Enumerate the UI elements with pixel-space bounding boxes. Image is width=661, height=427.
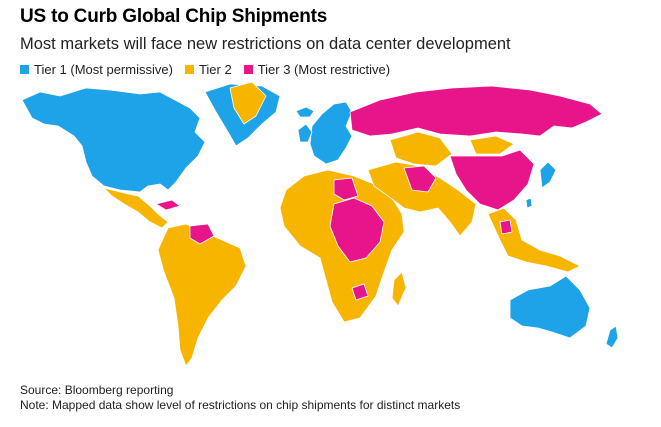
legend-label-tier-1: Tier 1 (Most permissive) bbox=[34, 62, 173, 77]
region-iran-afghanistan bbox=[403, 165, 437, 193]
region-iceland bbox=[295, 106, 315, 118]
source-note: Source: Bloomberg reporting bbox=[20, 383, 174, 397]
region-central-africa-tier3 bbox=[329, 197, 385, 263]
legend-swatch-tier-2 bbox=[184, 65, 194, 74]
region-caribbean bbox=[155, 199, 181, 211]
region-japan bbox=[539, 161, 557, 189]
chart-subtitle: Most markets will face new restrictions … bbox=[20, 35, 511, 53]
region-russia bbox=[349, 85, 603, 137]
region-usa-canada bbox=[21, 87, 206, 193]
region-taiwan bbox=[525, 197, 533, 209]
region-southeast-asia bbox=[487, 207, 581, 273]
region-south-america bbox=[157, 223, 247, 367]
region-uk-ireland bbox=[297, 123, 313, 143]
region-libya bbox=[333, 177, 359, 201]
legend-label-tier-3: Tier 3 (Most restrictive) bbox=[257, 62, 391, 77]
legend: Tier 1 (Most permissive) Tier 2 Tier 3 (… bbox=[20, 62, 390, 77]
region-new-zealand bbox=[605, 325, 619, 349]
legend-item-tier-2: Tier 2 bbox=[184, 62, 232, 77]
legend-item-tier-1: Tier 1 (Most permissive) bbox=[20, 62, 173, 77]
legend-label-tier-2: Tier 2 bbox=[198, 62, 232, 77]
chart-title: US to Curb Global Chip Shipments bbox=[20, 6, 328, 27]
region-nordic-russia-west bbox=[229, 81, 267, 125]
region-mexico-central-america bbox=[103, 187, 169, 229]
region-australia bbox=[509, 275, 591, 339]
legend-item-tier-3: Tier 3 (Most restrictive) bbox=[243, 62, 391, 77]
region-madagascar bbox=[391, 271, 407, 307]
region-central-asia bbox=[389, 131, 453, 167]
region-china bbox=[449, 149, 535, 211]
footnote: Note: Mapped data show level of restrict… bbox=[20, 398, 461, 412]
legend-swatch-tier-3 bbox=[243, 65, 253, 74]
region-mongolia bbox=[469, 135, 515, 155]
region-venezuela bbox=[189, 223, 215, 245]
legend-swatch-tier-1 bbox=[20, 65, 29, 74]
region-europe-core bbox=[309, 101, 353, 165]
region-zimbabwe bbox=[351, 283, 369, 301]
region-cambodia bbox=[499, 219, 513, 235]
